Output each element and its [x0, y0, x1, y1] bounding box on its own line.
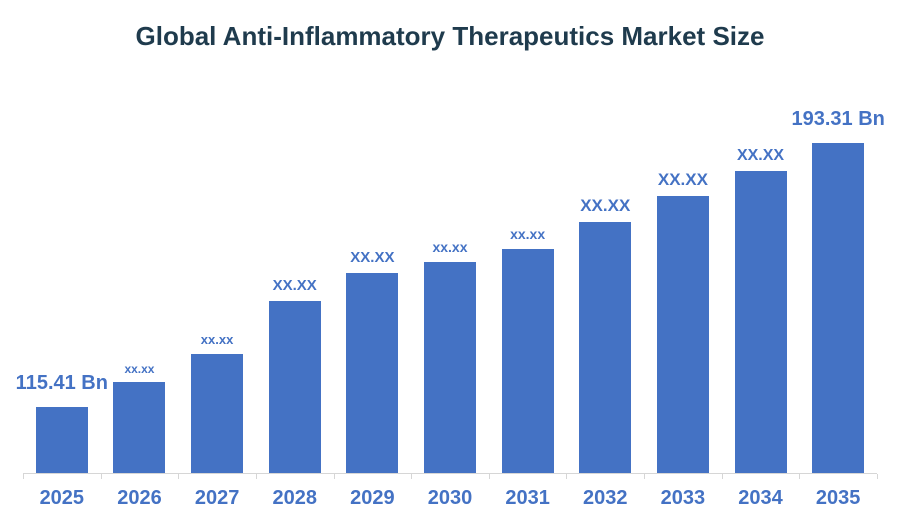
x-axis-tick	[411, 474, 413, 479]
x-axis-label-2029: 2029	[350, 487, 395, 509]
bar-2031	[501, 249, 554, 473]
x-axis-label-2027: 2027	[194, 487, 240, 509]
x-axis-tick	[566, 474, 568, 479]
bar-2025	[35, 407, 88, 473]
x-axis-line	[23, 473, 877, 474]
x-axis-label-2031: 2031	[505, 487, 550, 509]
x-axis-label-2033: 2033	[660, 487, 706, 509]
x-axis-label-2032: 2032	[583, 487, 628, 509]
x-axis-label-2028: 2028	[272, 487, 317, 509]
x-axis-tick	[178, 474, 180, 479]
x-axis-label-2035: 2035	[815, 487, 861, 509]
value-label-2034: XX.XX	[736, 147, 785, 164]
x-axis-tick	[255, 474, 257, 479]
bar-2027	[191, 354, 244, 473]
value-label-2027: xx.xx	[200, 332, 234, 347]
bar-2029	[346, 273, 399, 473]
x-axis-tick	[644, 474, 646, 479]
value-label-2030: xx.xx	[432, 239, 468, 255]
x-axis-label-2026: 2026	[117, 487, 162, 509]
bar-2028	[268, 301, 321, 473]
value-label-2033: XX.XX	[657, 170, 708, 189]
value-label-2028: XX.XX	[272, 277, 317, 294]
value-label-2026: xx.xx	[124, 362, 155, 376]
bar-2033	[656, 196, 709, 473]
x-axis-tick	[100, 474, 102, 479]
x-axis-label-2030: 2030	[427, 487, 473, 509]
bar-2026	[113, 382, 166, 473]
value-label-2032: XX.XX	[580, 196, 631, 215]
value-label-2031: xx.xx	[510, 226, 546, 242]
value-label-2035: 193.31 Bn	[791, 108, 885, 130]
x-axis-tick	[23, 474, 24, 479]
value-label-2025: 115.41 Bn	[15, 372, 108, 394]
x-axis-label-2034: 2034	[738, 487, 783, 509]
bar-2034	[734, 171, 787, 473]
bar-2032	[579, 222, 632, 473]
bar-2030	[424, 262, 476, 473]
x-axis-tick	[721, 474, 723, 479]
bar-2035	[812, 143, 865, 473]
chart-title: Global Anti-Inflammatory Therapeutics Ma…	[135, 21, 765, 51]
x-axis-tick	[488, 474, 490, 479]
x-axis-label-2025: 2025	[39, 487, 85, 509]
x-axis-tick	[877, 474, 878, 479]
value-label-2029: XX.XX	[350, 249, 395, 266]
x-axis-tick	[333, 474, 335, 479]
x-axis-tick	[799, 474, 801, 479]
